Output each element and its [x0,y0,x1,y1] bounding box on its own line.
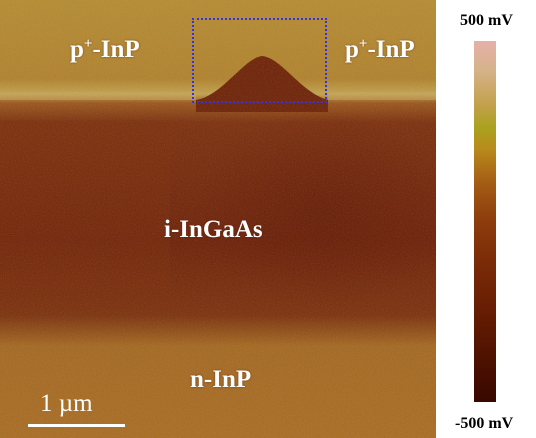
region-of-interest-box [192,18,327,103]
potential-map: p+-InP p+-InP i-InGaAs n-InP 1 µm [0,0,436,438]
colorbar-max-label: 500 mV [460,12,513,29]
colorbar-min-label: -500 mV [455,415,514,432]
potential-map-image [0,0,436,438]
region-label-i-ingaas: i-InGaAs [164,216,263,243]
region-label-p-inp-right: p+-InP [345,36,415,63]
region-label-n-inp: n-InP [190,366,252,393]
region-label-p-inp-left: p+-InP [70,36,140,63]
colorbar [474,41,496,402]
scale-bar [28,424,125,427]
scale-bar-label: 1 µm [40,390,93,417]
